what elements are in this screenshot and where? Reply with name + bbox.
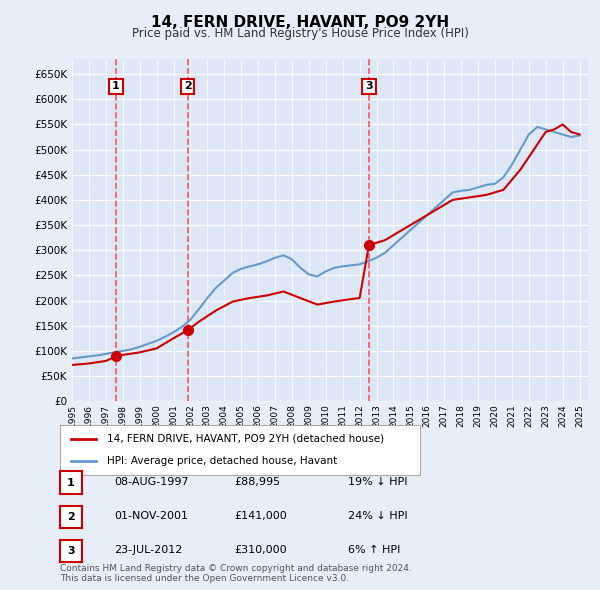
Text: £88,995: £88,995 [234,477,280,487]
Text: HPI: Average price, detached house, Havant: HPI: Average price, detached house, Hava… [107,456,337,466]
Text: 08-AUG-1997: 08-AUG-1997 [114,477,188,487]
Text: 01-NOV-2001: 01-NOV-2001 [114,512,188,521]
Text: 24% ↓ HPI: 24% ↓ HPI [348,512,407,521]
Text: Contains HM Land Registry data © Crown copyright and database right 2024.
This d: Contains HM Land Registry data © Crown c… [60,563,412,583]
Text: 3: 3 [365,81,373,91]
Text: 3: 3 [67,546,74,556]
Text: £310,000: £310,000 [234,546,287,555]
Text: Price paid vs. HM Land Registry's House Price Index (HPI): Price paid vs. HM Land Registry's House … [131,27,469,40]
Text: 1: 1 [67,478,74,487]
Text: £141,000: £141,000 [234,512,287,521]
Text: 19% ↓ HPI: 19% ↓ HPI [348,477,407,487]
Text: 1: 1 [112,81,120,91]
Text: 2: 2 [67,512,74,522]
Text: 14, FERN DRIVE, HAVANT, PO9 2YH: 14, FERN DRIVE, HAVANT, PO9 2YH [151,15,449,30]
Text: 14, FERN DRIVE, HAVANT, PO9 2YH (detached house): 14, FERN DRIVE, HAVANT, PO9 2YH (detache… [107,434,384,444]
Text: 2: 2 [184,81,191,91]
Text: 23-JUL-2012: 23-JUL-2012 [114,546,182,555]
Text: 6% ↑ HPI: 6% ↑ HPI [348,546,400,555]
